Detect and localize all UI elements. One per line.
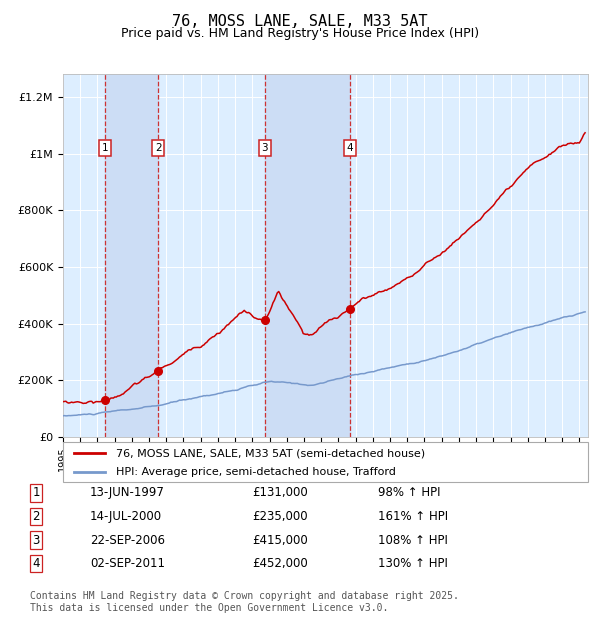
Text: Price paid vs. HM Land Registry's House Price Index (HPI): Price paid vs. HM Land Registry's House …: [121, 27, 479, 40]
Text: £235,000: £235,000: [252, 510, 308, 523]
Text: 22-SEP-2006: 22-SEP-2006: [90, 534, 165, 546]
Text: 13-JUN-1997: 13-JUN-1997: [90, 487, 165, 499]
Text: 3: 3: [262, 143, 268, 153]
Text: 2: 2: [32, 510, 40, 523]
Text: 1: 1: [102, 143, 109, 153]
Text: 4: 4: [32, 557, 40, 570]
Text: 2: 2: [155, 143, 161, 153]
Text: 76, MOSS LANE, SALE, M33 5AT: 76, MOSS LANE, SALE, M33 5AT: [172, 14, 428, 29]
Text: 4: 4: [347, 143, 353, 153]
Text: 3: 3: [32, 534, 40, 546]
Text: 76, MOSS LANE, SALE, M33 5AT (semi-detached house): 76, MOSS LANE, SALE, M33 5AT (semi-detac…: [115, 448, 425, 458]
Text: 14-JUL-2000: 14-JUL-2000: [90, 510, 162, 523]
Text: £131,000: £131,000: [252, 487, 308, 499]
Text: 1: 1: [32, 487, 40, 499]
Text: 161% ↑ HPI: 161% ↑ HPI: [378, 510, 448, 523]
Text: Contains HM Land Registry data © Crown copyright and database right 2025.
This d: Contains HM Land Registry data © Crown c…: [30, 591, 459, 613]
FancyBboxPatch shape: [63, 442, 588, 482]
Bar: [265, 74, 350, 437]
Text: 02-SEP-2011: 02-SEP-2011: [90, 557, 165, 570]
Text: £415,000: £415,000: [252, 534, 308, 546]
Text: 108% ↑ HPI: 108% ↑ HPI: [378, 534, 448, 546]
Bar: [105, 74, 158, 437]
Text: 130% ↑ HPI: 130% ↑ HPI: [378, 557, 448, 570]
Text: 98% ↑ HPI: 98% ↑ HPI: [378, 487, 440, 499]
Text: HPI: Average price, semi-detached house, Trafford: HPI: Average price, semi-detached house,…: [115, 467, 395, 477]
Text: £452,000: £452,000: [252, 557, 308, 570]
